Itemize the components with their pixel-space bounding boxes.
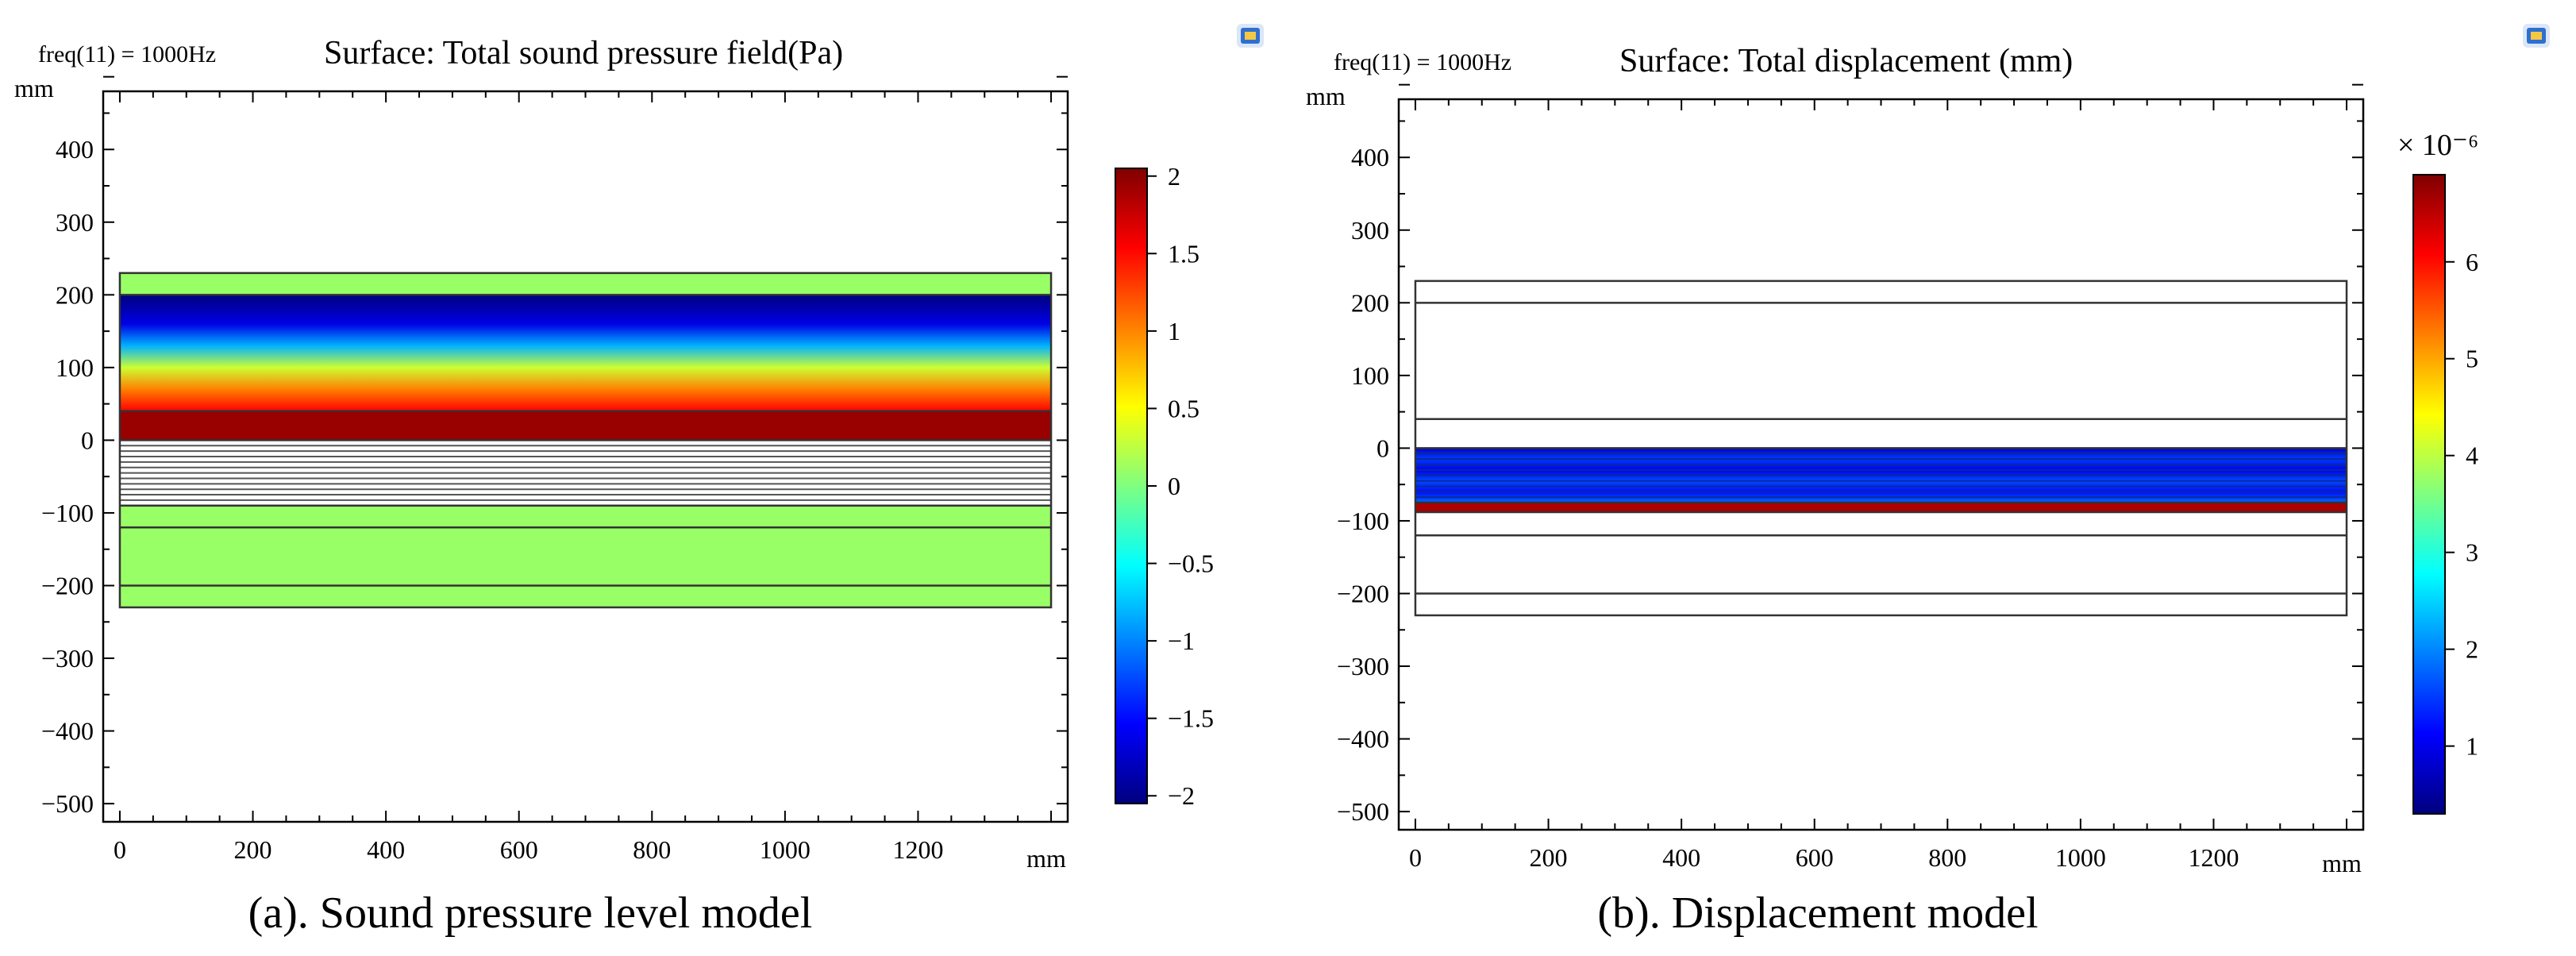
freq-label-a: freq(11) = 1000Hz: [38, 41, 216, 67]
colorbar-b: [2412, 174, 2446, 815]
y-tick-label: −200: [41, 571, 94, 599]
y-tick-label: 100: [1351, 361, 1389, 390]
y-unit-label-a: mm: [14, 74, 54, 102]
x-tick-label: 1000: [2055, 843, 2106, 872]
y-tick-label: 400: [56, 135, 94, 164]
y-tick-label: 300: [56, 208, 94, 237]
x-tick-label: 800: [633, 835, 671, 864]
colorbar-tick-label: −1: [1168, 626, 1195, 655]
y-tick-label: 200: [1351, 288, 1389, 317]
colorbar-tick-label: 6: [2466, 248, 2478, 276]
x-tick-label: 200: [234, 835, 272, 864]
colorbar-tick-label: −1.5: [1168, 704, 1214, 733]
domain-band: [1415, 303, 2347, 419]
y-tick-label: −100: [41, 499, 94, 527]
domain-band: [1415, 503, 2347, 512]
colorbar-tick-label: −2: [1168, 781, 1195, 810]
y-unit-label-b: mm: [1306, 82, 1346, 110]
domain-a: [118, 272, 1053, 609]
domain-band: [119, 505, 1052, 607]
colorbar-ticks-a: [1147, 175, 1157, 797]
panel-b: freq(11) = 1000Hz Surface: Total displac…: [1306, 24, 2550, 938]
colorbar-tick-label: 1.5: [1168, 239, 1199, 268]
domain-band: [119, 272, 1052, 295]
y-tick-label: 0: [1377, 434, 1389, 462]
domain-outline: [118, 272, 1053, 609]
y-tick-label: −400: [1337, 725, 1389, 754]
x-unit-label-a: mm: [1026, 844, 1066, 873]
axis-ticks-b: [1399, 83, 2363, 830]
y-tick-label: −500: [1337, 797, 1389, 826]
y-tick-label: 400: [1351, 143, 1389, 172]
domain-band: [1415, 280, 2347, 303]
x-tick-label: 600: [500, 835, 538, 864]
colorbar-tick-labels-a: 2 1.5 1 0.5 0 −0.5 −1 −1.5 −2: [1168, 162, 1214, 810]
panel-a: freq(11) = 1000Hz Surface: Total sound p…: [14, 24, 1264, 938]
colorbar-tick-label: 0: [1168, 472, 1180, 500]
colorbar-tick-label: 2: [2466, 635, 2478, 664]
colorbar-tick-label: 1: [1168, 317, 1180, 345]
chart-title-a: Surface: Total sound pressure field(Pa): [324, 35, 843, 71]
y-tick-label: −500: [41, 789, 94, 818]
chart-title-b: Surface: Total displacement (mm): [1619, 43, 2073, 79]
x-tick-labels-b: 0 200 400 600 800 1000 1200: [1409, 843, 2239, 872]
y-tick-labels-a: 400 300 200 100 0 −100 −200 −300 −400 −5…: [41, 135, 94, 818]
y-tick-label: 200: [56, 280, 94, 309]
colorbar-tick-labels-b: 6 5 4 3 2 1: [2466, 248, 2478, 761]
colorbar-exponent-b: × 10⁻⁶: [2397, 129, 2478, 162]
colorbar-tick-label: 2: [1168, 162, 1180, 191]
y-tick-label: −400: [41, 717, 94, 746]
x-tick-labels-a: 0 200 400 600 800 1000 1200: [114, 835, 944, 864]
x-tick-label: 1200: [892, 835, 943, 864]
colorbar-ticks-b: [2445, 260, 2455, 747]
comsol-logo-icon: [2523, 24, 2550, 48]
domain-band: [119, 411, 1052, 441]
comsol-logo-icon: [1237, 24, 1264, 48]
colorbar-tick-label: 4: [2466, 441, 2478, 470]
y-tick-label: −300: [1337, 652, 1389, 680]
domain-band: [119, 295, 1052, 411]
y-tick-labels-b: 400 300 200 100 0 −100 −200 −300 −400 −5…: [1337, 143, 1389, 826]
x-tick-label: 1200: [2188, 843, 2239, 872]
x-tick-label: 400: [1662, 843, 1700, 872]
x-unit-label-b: mm: [2322, 849, 2362, 877]
domain-b: [1414, 279, 2348, 617]
colorbar-tick-label: 3: [2466, 538, 2478, 567]
x-tick-label: 800: [1928, 843, 1966, 872]
domain-band: [1415, 418, 2347, 449]
y-tick-label: −300: [41, 644, 94, 673]
caption-b: (b). Displacement model: [1597, 889, 2038, 938]
y-tick-label: 100: [56, 353, 94, 382]
x-tick-label: 600: [1796, 843, 1834, 872]
x-tick-label: 400: [367, 835, 405, 864]
x-tick-label: 0: [114, 835, 126, 864]
x-tick-label: 1000: [760, 835, 811, 864]
x-tick-label: 200: [1530, 843, 1568, 872]
colorbar-a: [1115, 168, 1148, 804]
y-tick-label: −200: [1337, 579, 1389, 607]
colorbar-tick-label: 0.5: [1168, 394, 1199, 422]
colorbar-tick-label: −0.5: [1168, 549, 1214, 578]
y-tick-label: −100: [1337, 507, 1389, 535]
caption-a: (a). Sound pressure level model: [248, 889, 813, 938]
freq-label-b: freq(11) = 1000Hz: [1334, 49, 1511, 75]
x-tick-label: 0: [1409, 843, 1422, 872]
domain-outline: [1414, 279, 2348, 617]
axis-ticks-a: [103, 75, 1068, 822]
colorbar-tick-label: 1: [2466, 732, 2478, 761]
colorbar-tick-label: 5: [2466, 345, 2478, 373]
y-tick-label: 0: [81, 426, 94, 454]
y-tick-label: 300: [1351, 216, 1389, 245]
domain-band: [1415, 511, 2347, 615]
